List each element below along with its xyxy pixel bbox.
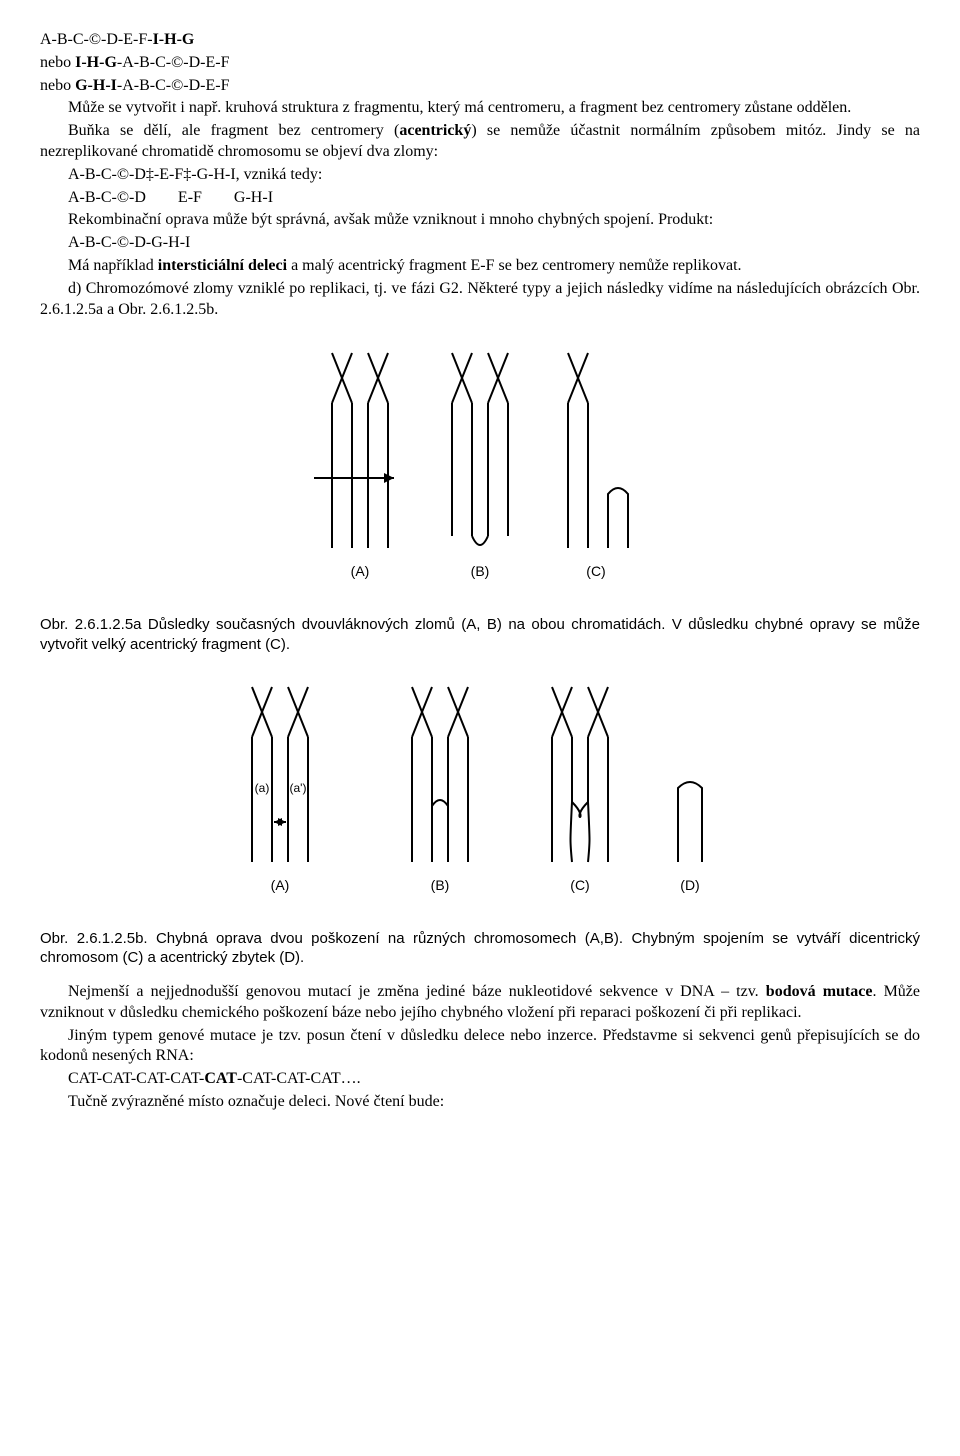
svg-text:(D): (D) (680, 877, 699, 893)
para-3: Rekombinační oprava může být správná, av… (40, 210, 920, 231)
line-7: CAT-CAT-CAT-CAT-CAT-CAT-CAT-CAT…. (40, 1069, 920, 1090)
line-2: nebo I-H-G-A-B-C-©-D-E-F (40, 53, 920, 74)
line-5: A-B-C-©-DE-FG-H-I (40, 188, 920, 209)
line-6: A-B-C-©-D-G-H-I (40, 233, 920, 254)
svg-text:(B): (B) (471, 563, 490, 579)
para-5: d) Chromozómové zlomy vzniklé po replika… (40, 279, 920, 321)
para-1: Může se vytvořit i např. kruhová struktu… (40, 98, 920, 119)
caption-1: Obr. 2.6.1.2.5a Důsledky současných dvou… (40, 615, 920, 654)
svg-text:(A): (A) (351, 563, 370, 579)
svg-text:(C): (C) (570, 877, 589, 893)
figure-1: (A) (B) (C) (40, 338, 920, 605)
para-6: Nejmenší a nejjednodušší genovou mutací … (40, 982, 920, 1024)
svg-text:(C): (C) (586, 563, 605, 579)
para-4: Má například intersticiální deleci a mal… (40, 256, 920, 277)
line-3: nebo G-H-I-A-B-C-©-D-E-F (40, 76, 920, 97)
svg-text:(B): (B) (431, 877, 450, 893)
para-8: Tučně zvýrazněné místo označuje deleci. … (40, 1092, 920, 1113)
svg-text:(A): (A) (271, 877, 290, 893)
para-7: Jiným typem genové mutace je tzv. posun … (40, 1026, 920, 1068)
svg-text:(a'): (a') (290, 781, 307, 795)
line-1: A-B-C-©-D-E-F-I-H-G (40, 30, 920, 51)
caption-2: Obr. 2.6.1.2.5b. Chybná oprava dvou pošk… (40, 929, 920, 968)
para-2: Buňka se dělí, ale fragment bez centrome… (40, 121, 920, 163)
svg-text:(a): (a) (255, 781, 270, 795)
figure-2: (a) (a') (A) (B) (C) (D) (40, 672, 920, 919)
line-4: A-B-C-©-D‡-E-F‡-G-H-I, vzniká tedy: (40, 165, 920, 186)
